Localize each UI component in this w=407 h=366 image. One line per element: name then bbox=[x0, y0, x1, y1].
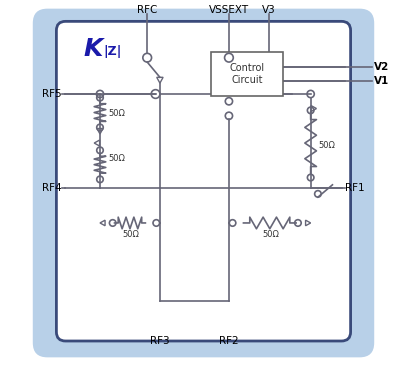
Text: 50Ω: 50Ω bbox=[263, 231, 279, 239]
Text: RFC: RFC bbox=[137, 5, 158, 15]
FancyBboxPatch shape bbox=[33, 9, 374, 357]
Text: |Z|: |Z| bbox=[104, 45, 122, 58]
Text: V2: V2 bbox=[374, 61, 389, 72]
Text: 50Ω: 50Ω bbox=[108, 154, 125, 163]
Text: V3: V3 bbox=[262, 5, 276, 15]
Bar bbox=[211, 52, 283, 96]
Text: VSSEXT: VSSEXT bbox=[209, 5, 249, 15]
Text: V1: V1 bbox=[374, 76, 389, 86]
Text: RF5: RF5 bbox=[42, 89, 62, 99]
Text: 50Ω: 50Ω bbox=[108, 109, 125, 118]
Text: RF1: RF1 bbox=[345, 183, 365, 194]
Text: K: K bbox=[83, 37, 103, 61]
FancyBboxPatch shape bbox=[57, 21, 350, 341]
Text: RF2: RF2 bbox=[219, 336, 239, 346]
Text: RF3: RF3 bbox=[150, 336, 170, 346]
Text: RF4: RF4 bbox=[42, 183, 62, 194]
Text: Control
Circuit: Control Circuit bbox=[230, 63, 265, 85]
Text: 50Ω: 50Ω bbox=[123, 231, 140, 239]
Text: 50Ω: 50Ω bbox=[319, 142, 335, 150]
